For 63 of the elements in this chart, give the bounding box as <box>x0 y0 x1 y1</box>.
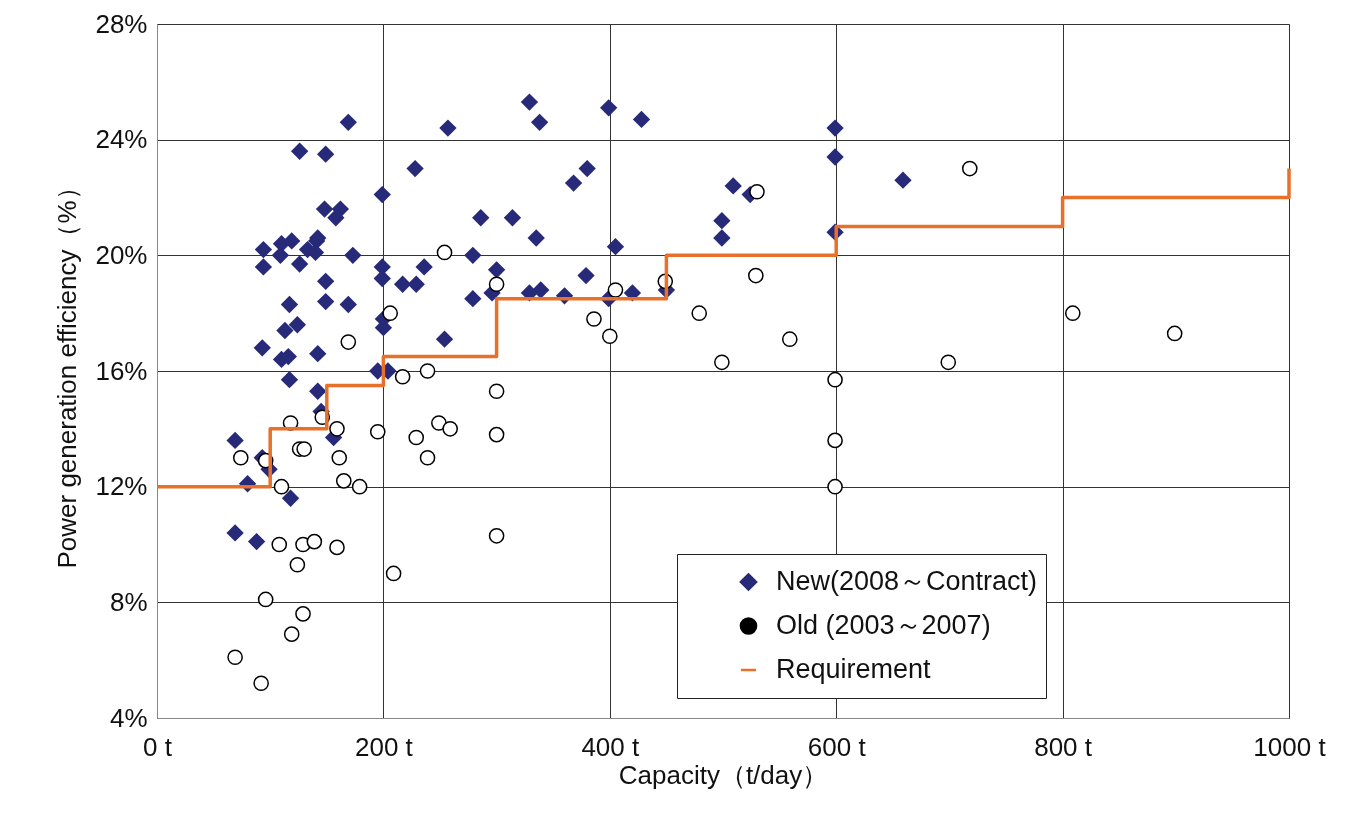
legend-label: Requirement <box>776 654 932 684</box>
point <box>586 311 602 327</box>
x-tick-label: 0 t <box>143 731 173 762</box>
point <box>488 383 505 400</box>
point <box>961 160 978 177</box>
point <box>271 536 288 553</box>
point <box>273 478 290 495</box>
point <box>488 528 505 544</box>
point <box>940 354 957 371</box>
point <box>340 334 357 350</box>
point <box>257 591 274 608</box>
point <box>748 267 764 284</box>
x-tick-label: 800 t <box>1034 731 1093 762</box>
point <box>351 478 368 495</box>
point <box>781 331 798 347</box>
point <box>436 244 453 261</box>
y-axis-title: Power generation efficiency（%） <box>52 174 83 569</box>
x-tick-label: 1000 t <box>1253 731 1327 762</box>
point <box>488 426 505 443</box>
point <box>607 282 624 298</box>
point <box>369 423 386 440</box>
point <box>394 368 411 385</box>
y-tick-label: 4% <box>109 702 148 733</box>
point <box>488 276 505 293</box>
y-tick-label: 24% <box>95 124 148 155</box>
point <box>408 429 425 446</box>
point <box>335 473 352 489</box>
point <box>331 449 348 466</box>
point <box>227 649 243 666</box>
point <box>295 606 311 622</box>
point <box>1166 325 1183 342</box>
point <box>691 305 708 321</box>
point <box>283 626 300 642</box>
point <box>827 478 843 495</box>
point <box>329 421 345 437</box>
point <box>385 565 402 582</box>
point <box>253 675 269 692</box>
y-tick-label: 28% <box>95 8 148 39</box>
point <box>601 328 618 345</box>
y-tick-label: 16% <box>95 355 148 386</box>
x-axis-title: Capacity（t/day） <box>618 759 829 790</box>
legend-label: Old (2003～2007) <box>776 610 991 640</box>
y-tick-label: 8% <box>109 586 148 617</box>
point <box>296 441 312 457</box>
point <box>329 539 345 556</box>
x-tick-label: 600 t <box>807 731 867 762</box>
x-tick-label: 400 t <box>581 731 640 762</box>
point <box>289 556 306 573</box>
point <box>382 305 399 321</box>
point <box>827 432 843 449</box>
point <box>419 449 436 466</box>
legend-label: New(2008～Contract) <box>776 566 1038 596</box>
point <box>749 183 765 200</box>
point <box>1064 305 1081 321</box>
point <box>714 354 730 371</box>
point <box>442 421 459 437</box>
y-tick-label: 20% <box>95 239 148 270</box>
point <box>419 363 436 379</box>
point <box>306 533 323 550</box>
point <box>232 449 249 466</box>
point <box>827 371 843 388</box>
x-tick-label: 200 t <box>354 731 414 762</box>
y-tick-label: 12% <box>95 471 148 502</box>
